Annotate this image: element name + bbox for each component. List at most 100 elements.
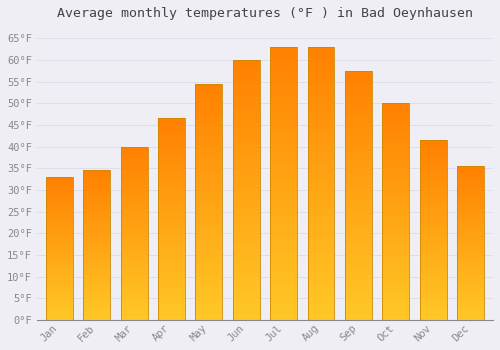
Bar bbox=[308, 265, 334, 271]
Bar bbox=[233, 304, 260, 309]
Bar bbox=[196, 287, 222, 292]
Bar bbox=[158, 207, 185, 211]
Bar bbox=[46, 177, 72, 180]
Bar bbox=[270, 52, 297, 58]
Bar bbox=[196, 121, 222, 126]
Bar bbox=[308, 151, 334, 156]
Bar bbox=[420, 169, 446, 173]
Bar bbox=[420, 309, 446, 313]
Bar bbox=[345, 190, 372, 195]
Bar bbox=[158, 134, 185, 139]
Bar bbox=[83, 242, 110, 245]
Bar bbox=[233, 122, 260, 127]
Bar bbox=[382, 181, 409, 186]
Bar bbox=[46, 191, 72, 194]
Bar bbox=[382, 155, 409, 160]
Bar bbox=[83, 174, 110, 176]
Bar bbox=[196, 188, 222, 193]
Bar bbox=[196, 310, 222, 315]
Bar bbox=[382, 225, 409, 229]
Bar bbox=[120, 230, 148, 233]
Bar bbox=[233, 200, 260, 205]
Bar bbox=[158, 139, 185, 143]
Bar bbox=[270, 194, 297, 200]
Bar bbox=[382, 112, 409, 116]
Bar bbox=[120, 313, 148, 316]
Bar bbox=[270, 249, 297, 254]
Bar bbox=[308, 211, 334, 216]
Bar bbox=[46, 268, 72, 271]
Bar bbox=[196, 126, 222, 131]
Bar bbox=[420, 266, 446, 270]
Bar bbox=[158, 308, 185, 312]
Bar bbox=[83, 215, 110, 218]
Bar bbox=[382, 264, 409, 268]
Bar bbox=[457, 234, 484, 237]
Bar bbox=[308, 47, 334, 320]
Bar bbox=[270, 58, 297, 63]
Bar bbox=[233, 138, 260, 143]
Bar bbox=[382, 233, 409, 238]
Bar bbox=[308, 194, 334, 200]
Bar bbox=[83, 296, 110, 299]
Bar bbox=[196, 254, 222, 259]
Bar bbox=[158, 155, 185, 159]
Bar bbox=[308, 96, 334, 102]
Bar bbox=[233, 180, 260, 185]
Bar bbox=[345, 111, 372, 116]
Bar bbox=[345, 175, 372, 180]
Bar bbox=[420, 230, 446, 234]
Bar bbox=[196, 240, 222, 244]
Bar bbox=[270, 303, 297, 309]
Bar bbox=[83, 314, 110, 317]
Bar bbox=[196, 206, 222, 211]
Bar bbox=[158, 191, 185, 195]
Bar bbox=[420, 144, 446, 147]
Bar bbox=[382, 194, 409, 198]
Bar bbox=[46, 294, 72, 297]
Bar bbox=[233, 112, 260, 117]
Bar bbox=[196, 178, 222, 183]
Bar bbox=[270, 211, 297, 216]
Bar bbox=[308, 140, 334, 145]
Bar bbox=[158, 316, 185, 320]
Bar bbox=[83, 180, 110, 182]
Bar bbox=[46, 317, 72, 320]
Bar bbox=[233, 127, 260, 133]
Bar bbox=[46, 197, 72, 200]
Bar bbox=[46, 257, 72, 260]
Bar bbox=[120, 233, 148, 237]
Bar bbox=[83, 188, 110, 191]
Bar bbox=[196, 183, 222, 188]
Bar bbox=[270, 118, 297, 124]
Bar bbox=[83, 218, 110, 221]
Bar bbox=[345, 166, 372, 170]
Bar bbox=[196, 225, 222, 230]
Bar bbox=[345, 265, 372, 270]
Bar bbox=[83, 170, 110, 174]
Bar bbox=[120, 240, 148, 244]
Bar bbox=[83, 203, 110, 206]
Bar bbox=[308, 58, 334, 63]
Bar bbox=[233, 284, 260, 289]
Bar bbox=[158, 151, 185, 155]
Bar bbox=[46, 288, 72, 291]
Bar bbox=[345, 300, 372, 305]
Bar bbox=[270, 91, 297, 96]
Bar bbox=[420, 277, 446, 280]
Bar bbox=[457, 225, 484, 228]
Bar bbox=[420, 244, 446, 248]
Bar bbox=[120, 223, 148, 226]
Bar bbox=[233, 65, 260, 70]
Bar bbox=[382, 107, 409, 112]
Bar bbox=[158, 131, 185, 134]
Bar bbox=[420, 190, 446, 194]
Bar bbox=[158, 122, 185, 126]
Bar bbox=[83, 194, 110, 197]
Bar bbox=[420, 226, 446, 230]
Bar bbox=[46, 223, 72, 225]
Bar bbox=[457, 304, 484, 308]
Bar bbox=[270, 134, 297, 140]
Bar bbox=[83, 272, 110, 275]
Bar bbox=[120, 185, 148, 188]
